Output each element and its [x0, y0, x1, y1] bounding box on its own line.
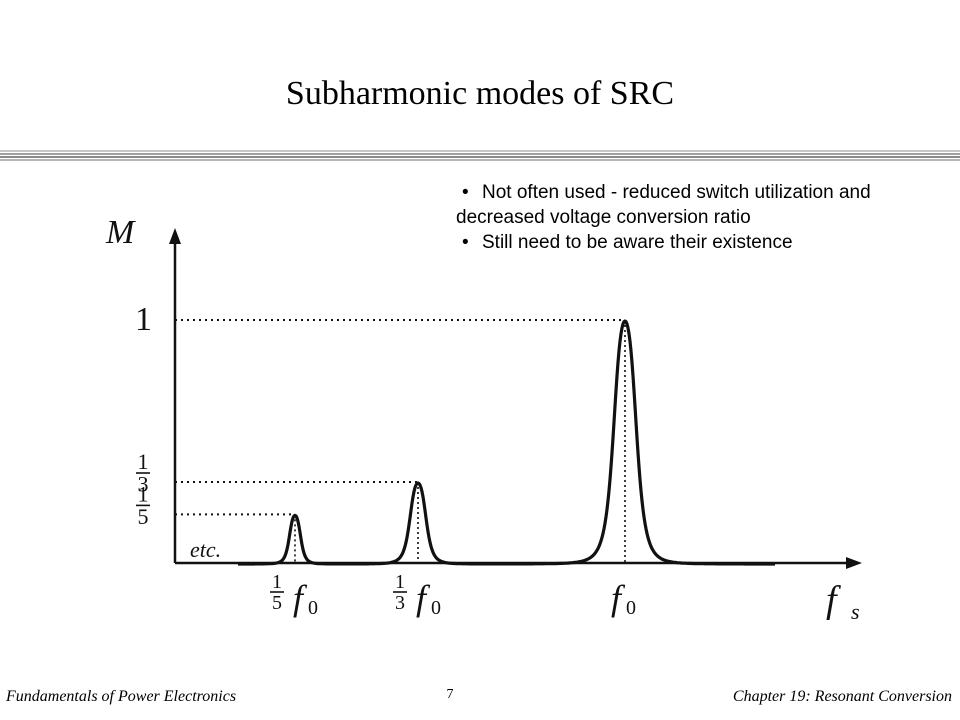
- fraction-numerator: 1: [395, 571, 405, 593]
- x-axis-label: f: [826, 579, 841, 621]
- x-tick-subscript: 0: [308, 597, 318, 619]
- y-axis-label: M: [105, 214, 136, 251]
- footer-book-title: Fundamentals of Power Electronics: [6, 688, 237, 705]
- bullet-item: • Not often used - reduced switch utiliza…: [456, 180, 896, 230]
- x-tick-symbol: f: [416, 578, 431, 618]
- y-tick-fraction: 15: [136, 481, 150, 529]
- title-divider: [0, 150, 960, 161]
- x-tick-symbol: f: [293, 578, 308, 618]
- fraction-denominator: 3: [395, 592, 405, 614]
- x-tick-symbol: f: [611, 578, 626, 618]
- bullet-list: • Not often used - reduced switch utiliza…: [456, 180, 896, 255]
- fraction-denominator: 3: [138, 472, 149, 497]
- bullet-item: • Still need to be aware their existence: [456, 230, 896, 255]
- bullet-dot: •: [462, 232, 469, 253]
- y-tick-label: 1: [135, 301, 152, 338]
- y-axis-arrow-icon: [169, 228, 181, 244]
- etc-label: etc.: [190, 537, 221, 562]
- resonance-curve: [237, 319, 776, 566]
- x-axis-arrow-icon: [846, 557, 862, 569]
- fraction-numerator: 1: [138, 481, 149, 506]
- x-tick-fraction: 13: [393, 571, 407, 614]
- fraction-numerator: 1: [138, 449, 149, 474]
- fraction-denominator: 5: [272, 592, 282, 614]
- fraction-numerator: 1: [272, 571, 282, 593]
- bullet-dot: •: [462, 182, 469, 203]
- x-tick-fraction: 15: [270, 571, 284, 614]
- footer-page-number: 7: [446, 687, 454, 702]
- x-tick-subscript: 0: [431, 597, 441, 619]
- y-tick-fraction: 13: [136, 449, 150, 497]
- fraction-denominator: 5: [138, 504, 149, 529]
- bullet-text: Still need to be aware their existence: [482, 232, 793, 253]
- bullet-text: Not often used - reduced switch utilizat…: [456, 182, 871, 228]
- slide-title: Subharmonic modes of SRC: [285, 75, 675, 112]
- x-tick-subscript: 0: [626, 597, 636, 619]
- x-axis-label-subscript: s: [851, 599, 860, 624]
- footer-chapter-title: Chapter 19: Resonant Conversion: [732, 688, 952, 705]
